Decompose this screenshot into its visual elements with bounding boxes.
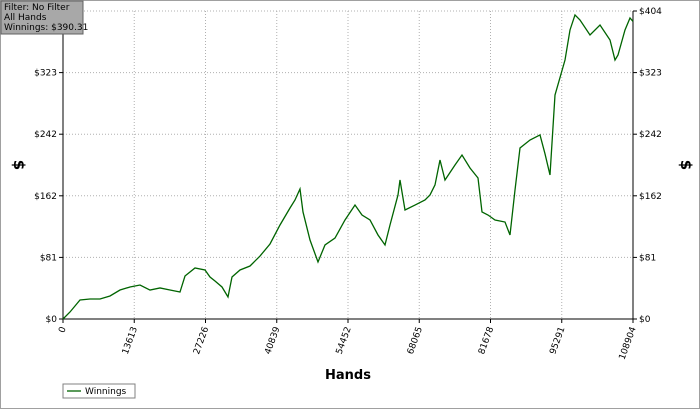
- y-tick-label: $81: [40, 253, 57, 263]
- y2-tick-label: $404: [639, 7, 662, 17]
- y2-tick-label: $162: [639, 192, 662, 202]
- y2-axis-label: $: [677, 160, 695, 170]
- y-tick-label: $0: [46, 315, 58, 325]
- y2-tick-label: $323: [639, 69, 662, 79]
- filter-text: Winnings: $390.31: [4, 23, 88, 33]
- y2-tick-label: $0: [639, 315, 651, 325]
- x-axis-label: Hands: [325, 368, 371, 383]
- y2-tick-label: $242: [639, 130, 662, 140]
- legend-box: [62, 383, 136, 399]
- filter-box: [0, 0, 84, 35]
- y-tick-label: $242: [34, 130, 57, 140]
- x-tick-label: 0: [57, 325, 68, 334]
- filter-text: All Hands: [4, 13, 47, 23]
- y-tick-label: $323: [34, 69, 57, 79]
- y-axis-label: $: [10, 160, 28, 170]
- legend-label: Winnings: [85, 387, 127, 397]
- y-tick-label: $162: [34, 192, 57, 202]
- series-line: [62, 13, 634, 320]
- filter-text: Filter: No Filter: [4, 3, 70, 13]
- y2-tick-label: $81: [639, 253, 656, 263]
